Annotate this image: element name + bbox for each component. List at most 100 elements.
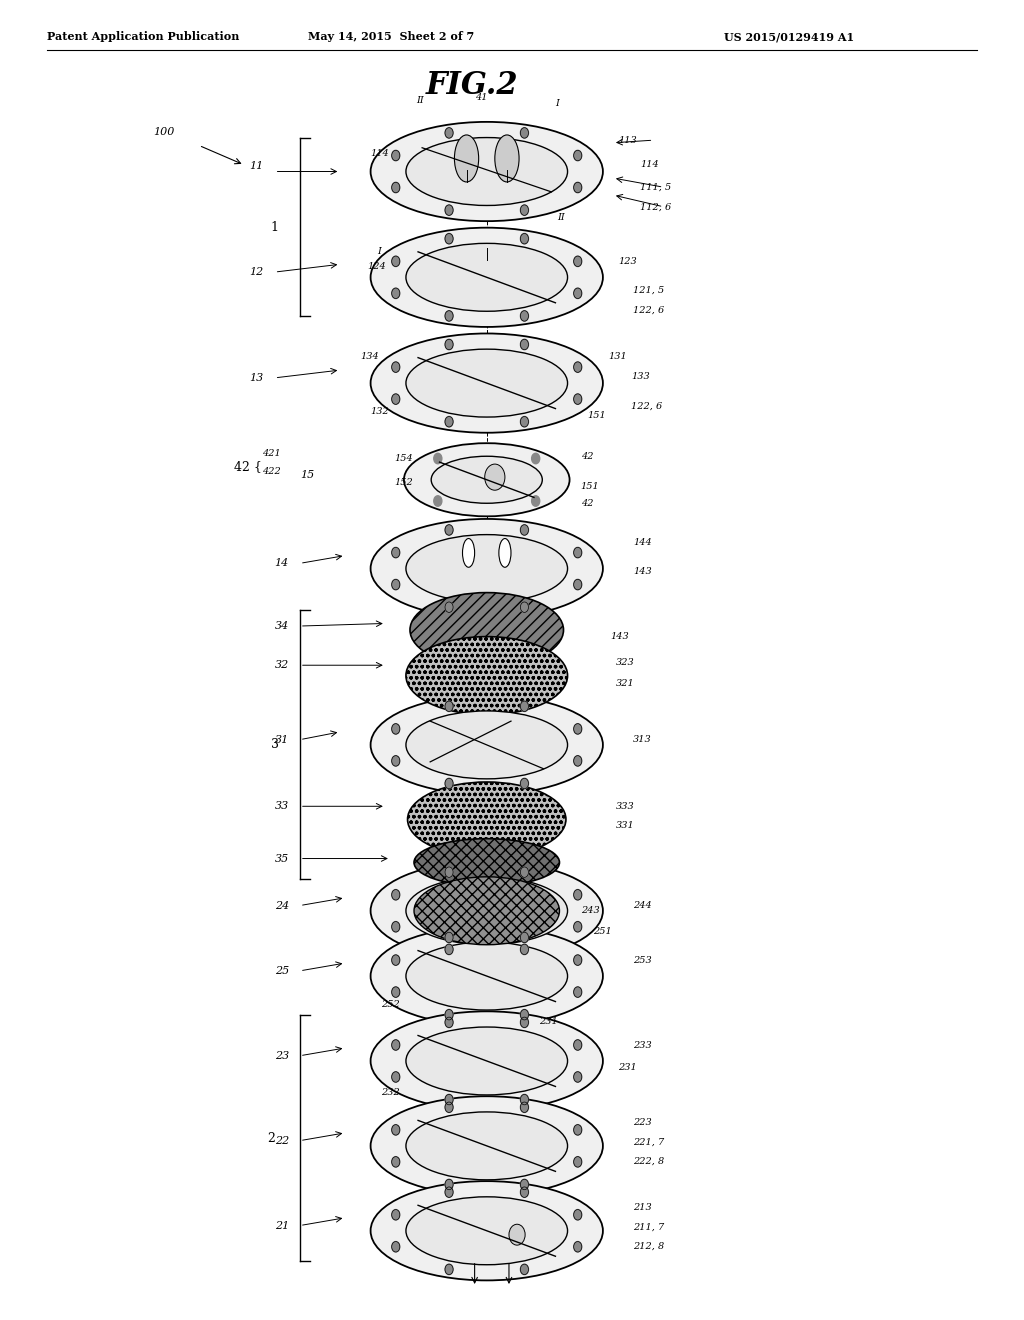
- Circle shape: [445, 602, 453, 612]
- Ellipse shape: [414, 838, 559, 886]
- Text: 223: 223: [633, 1118, 652, 1127]
- Text: 211, 7: 211, 7: [633, 1222, 665, 1232]
- Ellipse shape: [371, 121, 603, 222]
- Text: 122, 6: 122, 6: [631, 403, 663, 411]
- Text: 333: 333: [616, 801, 635, 810]
- Text: 243: 243: [581, 907, 599, 915]
- Ellipse shape: [406, 711, 567, 779]
- Circle shape: [573, 579, 582, 590]
- Text: 112, 6: 112, 6: [640, 202, 672, 211]
- Circle shape: [520, 1102, 528, 1113]
- Text: 12: 12: [250, 267, 263, 277]
- Circle shape: [445, 525, 453, 535]
- Ellipse shape: [371, 927, 603, 1026]
- Circle shape: [520, 310, 528, 321]
- Circle shape: [573, 890, 582, 900]
- Text: 41: 41: [475, 92, 487, 102]
- Circle shape: [520, 867, 528, 878]
- Text: 151: 151: [581, 482, 599, 491]
- Ellipse shape: [371, 696, 603, 795]
- Circle shape: [392, 150, 399, 161]
- Circle shape: [573, 256, 582, 267]
- Circle shape: [392, 548, 399, 558]
- Text: 143: 143: [610, 632, 629, 642]
- Ellipse shape: [455, 135, 478, 182]
- Text: 124: 124: [368, 263, 386, 272]
- Circle shape: [392, 256, 399, 267]
- Text: 251: 251: [593, 927, 611, 936]
- Circle shape: [392, 1040, 399, 1051]
- Circle shape: [520, 339, 528, 350]
- Circle shape: [392, 723, 399, 734]
- Circle shape: [445, 417, 453, 426]
- Ellipse shape: [371, 519, 603, 618]
- Text: 144: 144: [633, 539, 652, 546]
- Ellipse shape: [406, 636, 567, 714]
- Text: May 14, 2015  Sheet 2 of 7: May 14, 2015 Sheet 2 of 7: [307, 32, 474, 42]
- Circle shape: [573, 1209, 582, 1220]
- Text: 25: 25: [274, 966, 289, 975]
- Circle shape: [531, 453, 540, 463]
- Circle shape: [392, 1209, 399, 1220]
- Text: 252: 252: [381, 1001, 399, 1010]
- Ellipse shape: [371, 1011, 603, 1110]
- Circle shape: [392, 1242, 399, 1251]
- Circle shape: [392, 954, 399, 965]
- Text: 221, 7: 221, 7: [633, 1138, 665, 1147]
- Ellipse shape: [406, 137, 567, 206]
- Circle shape: [434, 453, 442, 463]
- Text: FIG.2: FIG.2: [425, 70, 518, 100]
- Text: 113: 113: [618, 136, 637, 145]
- Ellipse shape: [499, 539, 511, 568]
- Text: 133: 133: [631, 372, 650, 381]
- Circle shape: [445, 128, 453, 139]
- Circle shape: [445, 339, 453, 350]
- Text: 231: 231: [540, 1018, 558, 1026]
- Ellipse shape: [371, 227, 603, 327]
- Text: 100: 100: [154, 127, 175, 137]
- Text: 131: 131: [608, 352, 627, 362]
- Text: 122, 6: 122, 6: [633, 305, 665, 314]
- Text: 35: 35: [274, 854, 289, 863]
- Circle shape: [445, 310, 453, 321]
- Circle shape: [520, 1179, 528, 1189]
- Circle shape: [573, 954, 582, 965]
- Circle shape: [573, 987, 582, 998]
- Circle shape: [520, 932, 528, 942]
- Circle shape: [520, 944, 528, 954]
- Ellipse shape: [403, 444, 569, 516]
- Circle shape: [573, 150, 582, 161]
- Ellipse shape: [406, 535, 567, 602]
- Text: 331: 331: [616, 821, 635, 830]
- Circle shape: [573, 921, 582, 932]
- Text: 212, 8: 212, 8: [633, 1242, 665, 1251]
- Text: 42 {: 42 {: [234, 461, 262, 473]
- Circle shape: [520, 525, 528, 535]
- Circle shape: [445, 234, 453, 244]
- Text: 152: 152: [394, 478, 413, 487]
- Text: 23: 23: [274, 1051, 289, 1061]
- Circle shape: [445, 1179, 453, 1189]
- Ellipse shape: [484, 465, 505, 490]
- Circle shape: [573, 1242, 582, 1251]
- Text: 2: 2: [267, 1131, 275, 1144]
- Text: 253: 253: [633, 956, 652, 965]
- Text: 31: 31: [274, 735, 289, 744]
- Text: 323: 323: [616, 659, 635, 667]
- Text: I: I: [555, 99, 559, 108]
- Circle shape: [445, 205, 453, 215]
- Circle shape: [573, 1040, 582, 1051]
- Ellipse shape: [406, 1027, 567, 1094]
- Circle shape: [392, 182, 399, 193]
- Text: 422: 422: [262, 467, 282, 477]
- Text: 32: 32: [274, 660, 289, 671]
- Circle shape: [520, 1265, 528, 1275]
- Ellipse shape: [371, 1181, 603, 1280]
- Text: 321: 321: [616, 678, 635, 688]
- Circle shape: [392, 1072, 399, 1082]
- Text: 114: 114: [640, 161, 659, 169]
- Text: 123: 123: [618, 257, 637, 267]
- Ellipse shape: [371, 334, 603, 433]
- Circle shape: [445, 944, 453, 954]
- Text: 13: 13: [250, 372, 263, 383]
